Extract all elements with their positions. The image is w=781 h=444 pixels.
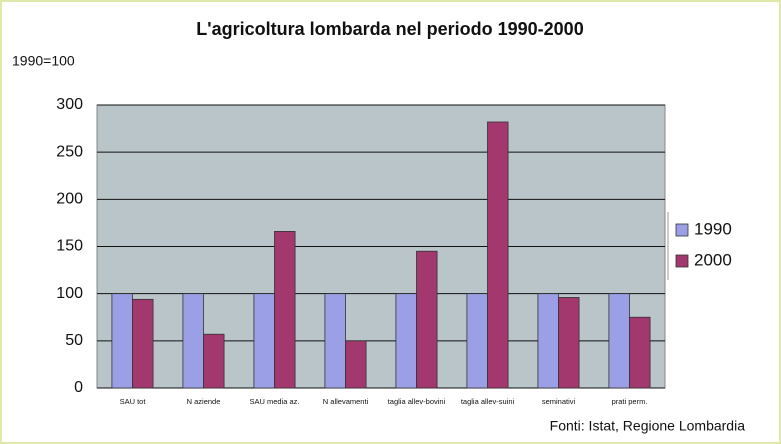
y-tick-label: 50 — [65, 332, 83, 349]
bar — [558, 297, 580, 389]
y-tick-label: 100 — [56, 285, 83, 302]
bar — [253, 293, 275, 389]
bar — [345, 340, 367, 389]
bar — [416, 250, 438, 389]
chart-title: L'agricoltura lombarda nel periodo 1990-… — [196, 19, 583, 39]
bar — [395, 293, 417, 389]
legend-swatch — [675, 223, 689, 237]
bar — [537, 293, 559, 389]
y-tick-label: 200 — [56, 191, 83, 208]
subtitle: 1990=100 — [12, 53, 75, 69]
x-tick-label: taglia allev-bovini — [388, 397, 446, 406]
y-tick-label: 150 — [56, 238, 83, 255]
source: Fonti: Istat, Regione Lombardia — [550, 418, 746, 434]
x-tick-label: SAU tot — [120, 397, 147, 406]
legend-swatch — [675, 254, 689, 268]
x-tick-label: N aziende — [187, 397, 221, 406]
y-tick-label: 300 — [56, 96, 83, 113]
bar — [132, 298, 154, 389]
x-tick-label: seminativi — [542, 397, 576, 406]
x-tick-label: taglia allev-suini — [461, 397, 515, 406]
y-tick-label: 250 — [56, 143, 83, 160]
bar — [629, 316, 651, 389]
bar — [487, 121, 509, 389]
bar — [182, 293, 204, 389]
x-tick-label: SAU media az. — [249, 397, 299, 406]
bar — [466, 293, 488, 389]
x-tick-label: N allevamenti — [323, 397, 369, 406]
bar — [274, 231, 296, 389]
bar — [111, 293, 133, 389]
x-tick-label: prati perm. — [612, 397, 648, 406]
bar — [324, 293, 346, 389]
bar — [203, 333, 225, 389]
y-tick-label: 0 — [74, 379, 83, 396]
bar — [608, 293, 630, 389]
legend-label: 2000 — [694, 250, 732, 269]
legend-label: 1990 — [694, 219, 732, 238]
